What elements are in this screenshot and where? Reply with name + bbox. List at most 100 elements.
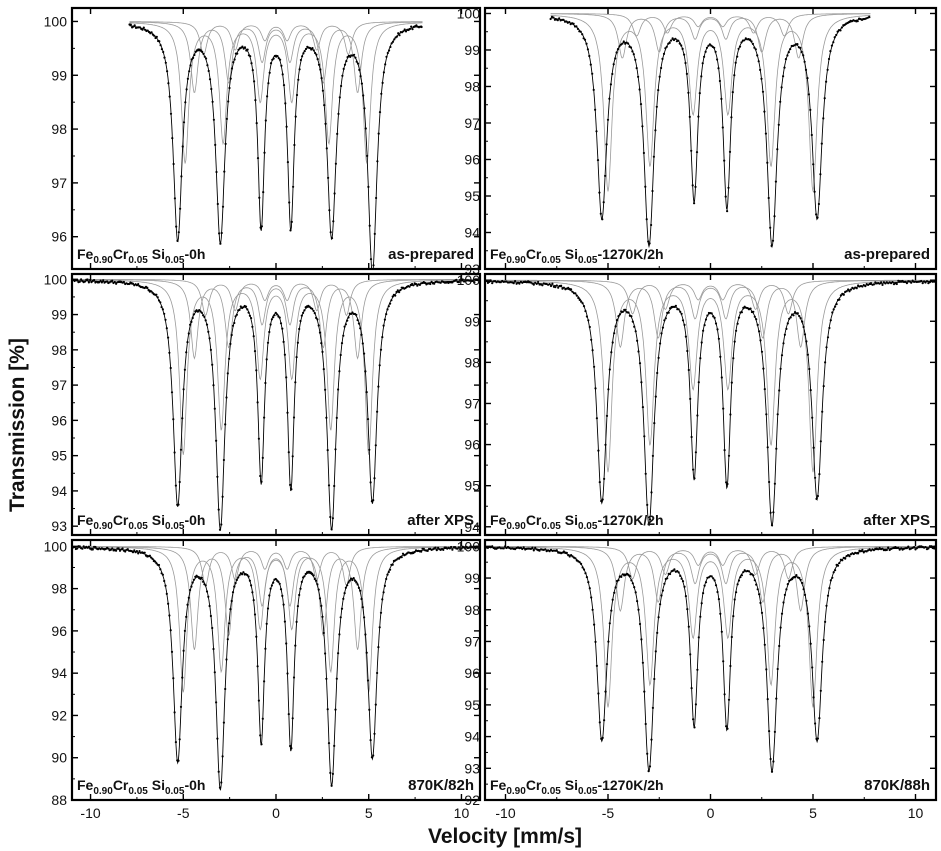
data-point [191,581,194,584]
data-point [313,577,316,581]
data-point [591,349,594,352]
data-point [293,143,296,147]
data-point [185,615,188,619]
data-point [641,125,644,128]
data-point [897,546,900,550]
data-point [379,611,383,614]
data-point [138,26,141,29]
data-point [111,279,114,282]
data-point [118,549,122,552]
data-point [637,350,640,353]
data-point [868,15,871,18]
data-point [382,591,385,594]
data-point [845,290,848,293]
data-point [184,101,187,104]
data-point [359,75,362,78]
data-point [693,726,696,729]
data-point [645,218,648,221]
data-point [757,60,760,63]
data-point [273,314,276,317]
data-point [531,546,534,549]
data-point [164,318,167,321]
data-point [832,41,835,44]
data-point [329,515,332,519]
data-point [801,581,804,585]
data-point [605,663,609,666]
data-point [325,677,328,680]
data-point [256,401,259,404]
data-point [381,81,384,84]
data-point [270,584,273,587]
data-point [613,332,616,335]
data-point [216,202,219,206]
x-tick-label: 0 [272,805,280,821]
data-point [782,601,785,604]
data-point [129,23,132,26]
data-point [786,583,789,586]
data-point [716,328,719,331]
data-point [624,308,627,311]
data-point [732,357,735,360]
data-point [684,61,687,65]
data-point [302,311,305,314]
data-point [226,372,229,375]
data-point [161,308,164,311]
data-point [367,185,370,188]
data-point [217,508,220,511]
data-point [177,231,180,234]
data-point [824,620,827,624]
data-point [823,97,826,100]
data-point [792,314,795,317]
data-point [713,46,716,49]
data-point [397,32,400,35]
data-point [800,50,803,54]
data-point [720,376,723,379]
data-point [558,17,561,20]
data-point [806,77,809,80]
data-point [666,577,669,580]
data-point [775,697,778,700]
data-point [717,337,721,340]
data-point [137,283,140,286]
data-point [740,311,744,314]
data-point [398,291,401,294]
data-point [685,72,689,75]
data-point [681,47,684,51]
total-fit-middle-right [485,280,936,527]
data-point [457,281,460,284]
data-point [724,195,727,198]
data-point [327,176,330,179]
condition-label: 870K/82h [408,777,474,794]
data-point [712,577,715,580]
data-point [911,279,914,282]
data-point [679,574,682,578]
data-point [228,357,231,360]
data-point [391,563,394,566]
data-point [857,552,860,555]
data-point [655,105,658,108]
data-point [250,317,253,320]
data-point [373,732,376,735]
data-point [677,308,680,311]
data-point [165,592,168,596]
data-point [155,562,158,565]
data-point [557,286,560,289]
data-point [687,368,690,372]
data-point [334,162,337,165]
data-point [549,284,553,288]
data-point [806,353,810,356]
total-fit-middle-left [72,280,480,532]
data-point [809,108,812,111]
panel-top-left: 100 99 98 97 96 Fe0.90Cr0.05 Si0.05-0h as-prep… [44,6,482,271]
data-point [264,647,267,650]
data-point [359,589,362,592]
data-point [816,216,819,219]
data-point [765,668,768,671]
data-point [207,69,210,73]
data-point [344,323,347,326]
data-point [924,546,927,549]
data-point [297,78,300,81]
data-point [620,575,623,579]
data-point [133,24,136,27]
data-point [366,154,369,157]
